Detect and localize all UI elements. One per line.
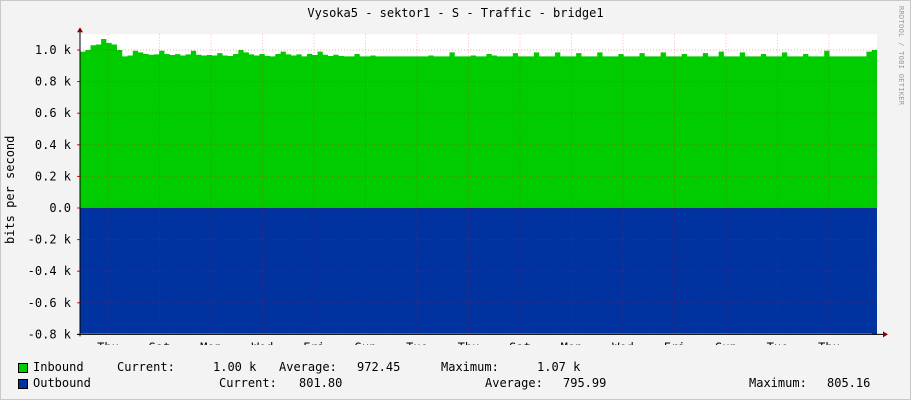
x-tick-label-4: Fri (303, 340, 325, 345)
legend-inbound-maximum-label: Maximum: (441, 360, 499, 374)
x-tick-label-8: Sat (509, 340, 531, 345)
legend-outbound-name: Outbound (33, 376, 91, 390)
y-tick-label-4: 0.2 k (35, 169, 72, 183)
legend-outbound-average-label: Average: (485, 376, 543, 390)
legend-outbound-average: 795.99 (563, 376, 607, 390)
y-tick-label-6: -0.2 k (28, 233, 72, 247)
legend-inbound-average-label: Average: (279, 360, 337, 374)
y-axis-arrow (77, 27, 83, 33)
outbound-swatch (18, 379, 28, 389)
legend-outbound-current-label: Current: (219, 376, 277, 390)
rrdtool-credit: RRDTOOL / TOBI OETIKER (897, 6, 905, 106)
x-tick-label-13: Tue (767, 340, 789, 345)
x-tick-label-7: Thu (458, 340, 480, 345)
legend-outbound-current: 801.80 (299, 376, 343, 390)
legend-inbound-maximum: 1.07 k (537, 360, 581, 374)
y-tick-label-9: -0.8 k (28, 327, 72, 341)
x-tick-label-14: Thu (818, 340, 840, 345)
series-area-outbound (80, 208, 877, 335)
legend-outbound-maximum-label: Maximum: (749, 376, 807, 390)
x-tick-label-11: Fri (664, 340, 686, 345)
y-tick-label-1: 0.8 k (35, 75, 72, 89)
x-tick-label-5: Sun (355, 340, 377, 345)
x-tick-label-0: Thu (97, 340, 119, 345)
y-tick-label-5: 0.0 (49, 201, 71, 215)
y-tick-label-3: 0.4 k (35, 138, 72, 152)
inbound-swatch (18, 363, 28, 373)
x-tick-label-6: Tue (406, 340, 428, 345)
traffic-chart: 1.0 k 0.8 k 0.6 k 0.4 k 0.2 k 0.0 -0.2 k -0.4 k… (28, 27, 888, 345)
x-tick-label-3: Wed (252, 340, 274, 345)
x-tick-label-12: Sun (715, 340, 737, 345)
series-area-inbound (80, 38, 877, 208)
legend-inbound-average: 972.45 (357, 360, 401, 374)
x-tick-label-10: Wed (612, 340, 634, 345)
legend-inbound-name: Inbound (33, 360, 84, 374)
legend-outbound-maximum: 805.16 (827, 376, 871, 390)
x-tick-label-2: Mon (200, 340, 222, 345)
legend-inbound-current-label: Current: (117, 360, 175, 374)
legend-inbound-current: 1.00 k (213, 360, 257, 374)
x-tick-label-9: Mon (561, 340, 583, 345)
y-tick-label-7: -0.4 k (28, 264, 72, 278)
y-tick-label-0: 1.0 k (35, 43, 72, 57)
x-tick-label-1: Sat (149, 340, 171, 345)
y-tick-label-2: 0.6 k (35, 106, 72, 120)
x-axis-arrow (883, 331, 888, 338)
y-tick-label-8: -0.6 k (28, 296, 72, 310)
chart-title: Vysoka5 - sektor1 - S - Traffic - bridge… (307, 6, 604, 20)
